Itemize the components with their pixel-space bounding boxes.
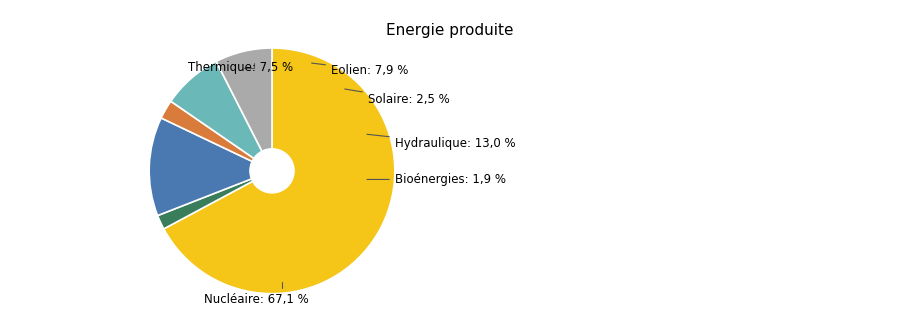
Wedge shape [158, 171, 272, 229]
Text: Energie produite: Energie produite [386, 23, 514, 39]
Text: Bioénergies: 1,9 %: Bioénergies: 1,9 % [367, 173, 506, 186]
Wedge shape [216, 48, 272, 171]
Circle shape [250, 149, 294, 193]
Text: Nucléaire: 67,1 %: Nucléaire: 67,1 % [204, 282, 310, 306]
Text: Thermique: 7,5 %: Thermique: 7,5 % [188, 61, 293, 74]
Wedge shape [171, 61, 272, 171]
Text: Solaire: 2,5 %: Solaire: 2,5 % [345, 89, 450, 106]
Wedge shape [164, 48, 395, 294]
Text: Hydraulique: 13,0 %: Hydraulique: 13,0 % [367, 134, 516, 150]
Text: Eolien: 7,9 %: Eolien: 7,9 % [311, 63, 409, 77]
Wedge shape [149, 118, 272, 215]
Wedge shape [161, 101, 272, 171]
